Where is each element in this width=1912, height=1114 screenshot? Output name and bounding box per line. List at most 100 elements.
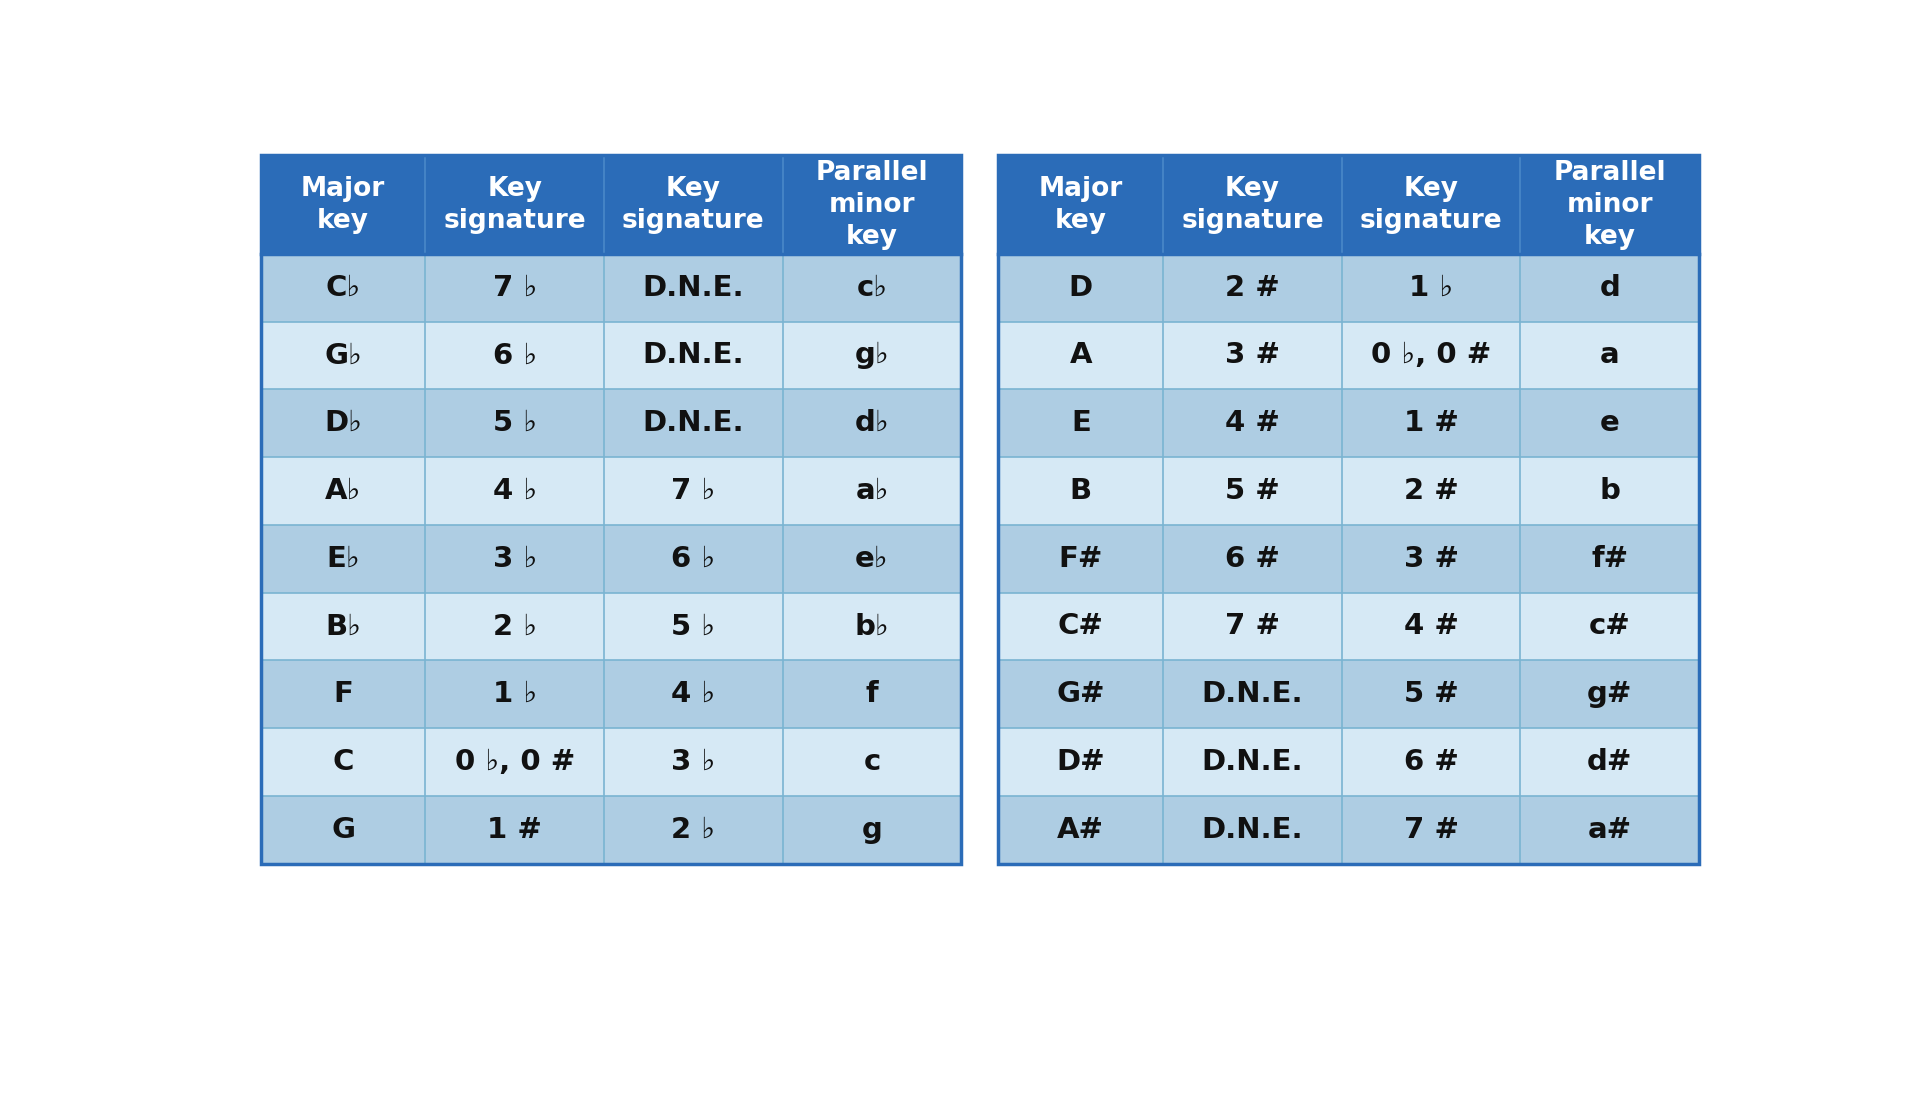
- Text: A♭: A♭: [325, 477, 361, 505]
- Bar: [782, 525, 962, 593]
- Bar: [1520, 525, 1700, 593]
- Bar: [782, 322, 962, 389]
- Bar: [782, 155, 962, 254]
- Text: 0 ♭, 0 #: 0 ♭, 0 #: [455, 747, 576, 776]
- Text: a: a: [1600, 341, 1619, 370]
- Bar: [1162, 729, 1342, 795]
- Text: 6 ♭: 6 ♭: [493, 341, 537, 370]
- Bar: [604, 389, 782, 457]
- Text: D.N.E.: D.N.E.: [1201, 815, 1304, 843]
- Text: D.N.E.: D.N.E.: [642, 341, 744, 370]
- Bar: [1520, 795, 1700, 863]
- Bar: [1342, 795, 1520, 863]
- Text: 2 ♭: 2 ♭: [493, 613, 537, 641]
- Text: D.N.E.: D.N.E.: [1201, 681, 1304, 709]
- Text: C♭: C♭: [325, 274, 361, 302]
- Text: D.N.E.: D.N.E.: [1201, 747, 1304, 776]
- Text: 6 ♭: 6 ♭: [671, 545, 715, 573]
- Bar: [1162, 322, 1342, 389]
- Bar: [260, 457, 424, 525]
- Bar: [998, 457, 1162, 525]
- Text: a#: a#: [1587, 815, 1631, 843]
- Text: F#: F#: [1059, 545, 1103, 573]
- Text: 7 ♭: 7 ♭: [671, 477, 715, 505]
- Text: D♭: D♭: [323, 409, 361, 437]
- Text: Parallel
minor
key: Parallel minor key: [1553, 159, 1665, 250]
- Text: D.N.E.: D.N.E.: [642, 409, 744, 437]
- Bar: [1342, 254, 1520, 322]
- Bar: [1520, 593, 1700, 661]
- Bar: [782, 795, 962, 863]
- Bar: [1520, 254, 1700, 322]
- Text: f: f: [866, 681, 878, 709]
- Text: 2 #: 2 #: [1403, 477, 1459, 505]
- Bar: [1520, 155, 1700, 254]
- Bar: [1342, 389, 1520, 457]
- Bar: [782, 457, 962, 525]
- Text: D#: D#: [1057, 747, 1105, 776]
- Bar: [260, 389, 424, 457]
- Text: 3 #: 3 #: [1403, 545, 1459, 573]
- Text: d#: d#: [1587, 747, 1633, 776]
- Bar: [260, 322, 424, 389]
- Text: 1 #: 1 #: [488, 815, 543, 843]
- Text: 5 ♭: 5 ♭: [493, 409, 537, 437]
- Bar: [1342, 155, 1520, 254]
- Bar: [604, 661, 782, 729]
- Text: e: e: [1600, 409, 1619, 437]
- Text: b: b: [1598, 477, 1619, 505]
- Bar: [998, 155, 1162, 254]
- Bar: [260, 155, 424, 254]
- Bar: [782, 593, 962, 661]
- Text: E: E: [1071, 409, 1090, 437]
- Bar: [424, 389, 604, 457]
- Bar: [424, 155, 604, 254]
- Bar: [998, 593, 1162, 661]
- Text: g♭: g♭: [855, 341, 889, 370]
- Text: 4 ♭: 4 ♭: [493, 477, 537, 505]
- Text: 6 #: 6 #: [1403, 747, 1459, 776]
- Bar: [1520, 322, 1700, 389]
- Bar: [1162, 593, 1342, 661]
- Bar: [998, 155, 1700, 863]
- Bar: [260, 661, 424, 729]
- Bar: [998, 254, 1162, 322]
- Text: g: g: [862, 815, 883, 843]
- Bar: [604, 155, 782, 254]
- Text: c: c: [864, 747, 881, 776]
- Bar: [424, 525, 604, 593]
- Bar: [998, 322, 1162, 389]
- Bar: [782, 729, 962, 795]
- Bar: [424, 729, 604, 795]
- Bar: [424, 661, 604, 729]
- Text: 7 #: 7 #: [1403, 815, 1459, 843]
- Bar: [782, 254, 962, 322]
- Bar: [424, 322, 604, 389]
- Bar: [782, 661, 962, 729]
- Bar: [604, 593, 782, 661]
- Text: F: F: [333, 681, 354, 709]
- Text: Parallel
minor
key: Parallel minor key: [816, 159, 929, 250]
- Bar: [1162, 661, 1342, 729]
- Text: 2 #: 2 #: [1226, 274, 1279, 302]
- Bar: [1520, 457, 1700, 525]
- Bar: [1162, 457, 1342, 525]
- Bar: [424, 593, 604, 661]
- Text: C: C: [333, 747, 354, 776]
- Bar: [1162, 525, 1342, 593]
- Bar: [1162, 795, 1342, 863]
- Bar: [604, 795, 782, 863]
- Text: C#: C#: [1057, 613, 1103, 641]
- Text: 7 ♭: 7 ♭: [493, 274, 537, 302]
- Text: E♭: E♭: [327, 545, 359, 573]
- Bar: [998, 729, 1162, 795]
- Bar: [424, 795, 604, 863]
- Text: B♭: B♭: [325, 613, 361, 641]
- Text: d♭: d♭: [855, 409, 889, 437]
- Text: G: G: [331, 815, 356, 843]
- Text: 1 #: 1 #: [1403, 409, 1459, 437]
- Text: D: D: [1069, 274, 1094, 302]
- Bar: [1342, 729, 1520, 795]
- Text: 3 #: 3 #: [1226, 341, 1279, 370]
- Text: 7 #: 7 #: [1226, 613, 1279, 641]
